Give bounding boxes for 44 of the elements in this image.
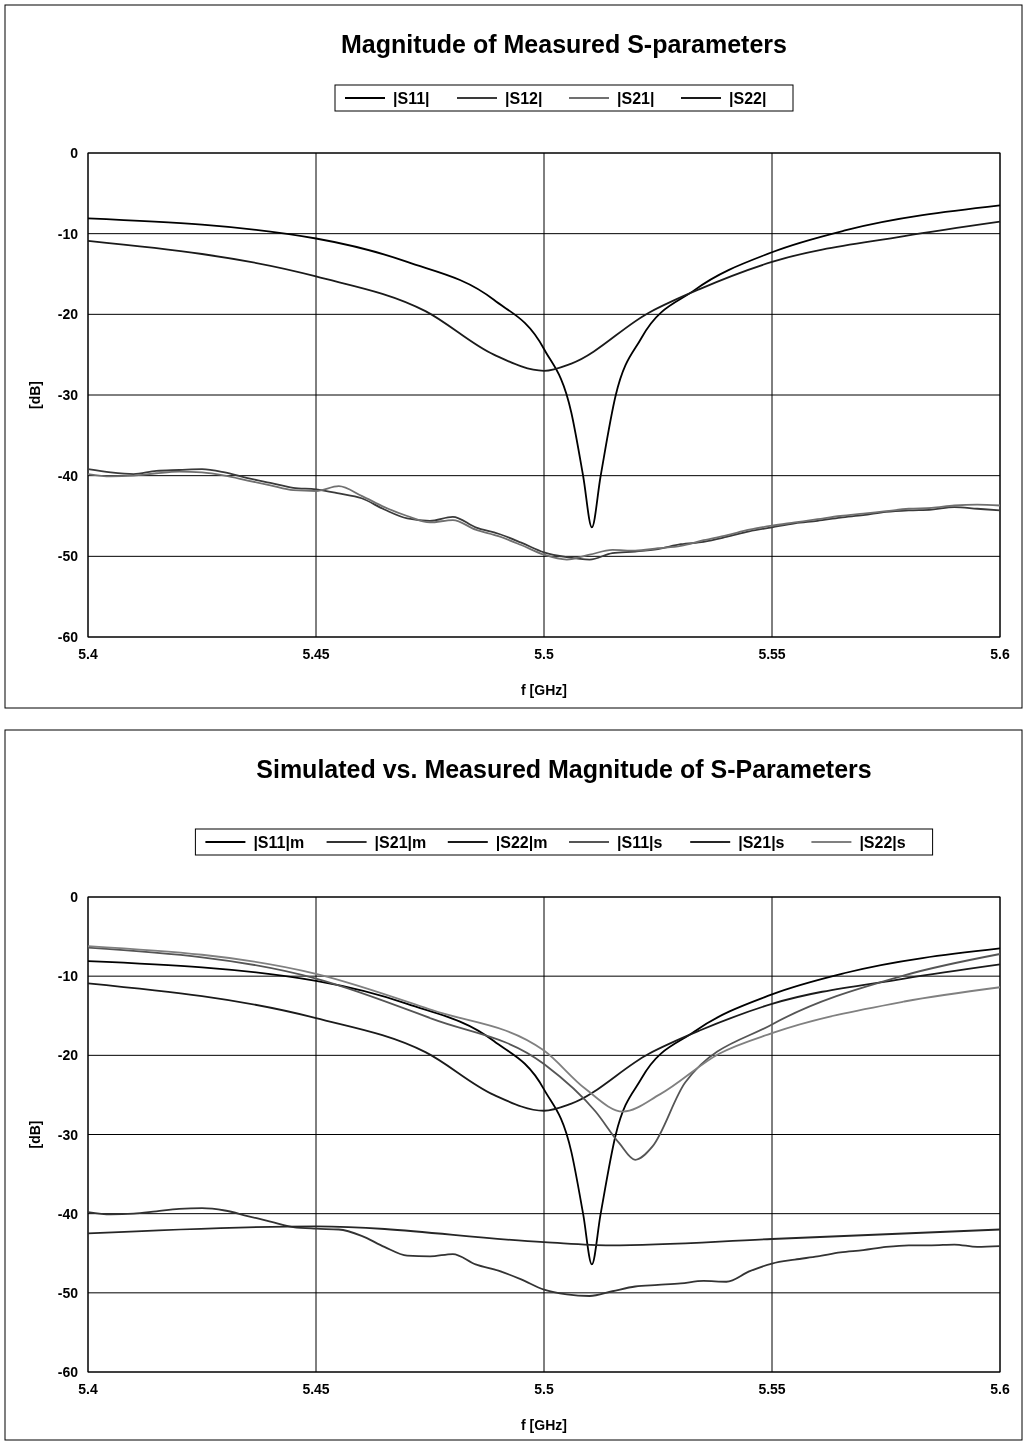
x-axis-title: f [GHz] [521,682,567,698]
y-tick-label: -50 [57,1284,79,1301]
legend-label: |S22|m [495,834,548,851]
line-series [87,946,1001,1161]
y-axis-title: [dB] [27,1120,43,1149]
y-tick-label: -40 [57,1205,79,1222]
y-tick-label: -20 [57,306,79,323]
x-axis-title: f [GHz] [521,1417,567,1433]
chart-title: Simulated vs. Measured Magnitude of S-Parameters [256,755,872,783]
legend-label: |S21| [617,90,655,107]
y-tick-label: -20 [57,1047,79,1064]
y-tick-label: -60 [57,1364,79,1380]
legend-label: |S11|m [253,834,305,851]
x-tick-label: 5.5 [534,1381,554,1397]
y-tick-label: 0 [70,889,79,905]
legend-label: |S22|s [859,834,906,851]
y-tick-label: -40 [57,467,79,484]
x-tick-label: 5.45 [302,1381,330,1397]
x-tick-label: 5.45 [302,646,330,662]
legend-label: |S21|m [374,834,427,851]
x-tick-label: 5.5 [534,646,554,662]
line-series [87,1207,1001,1297]
y-tick-label: -50 [57,548,79,565]
x-tick-label: 5.55 [758,646,786,662]
x-tick-label: 5.6 [990,1381,1010,1397]
y-tick-label: 0 [70,145,79,161]
legend-label: |S12| [505,90,543,107]
line-series [87,220,1001,372]
y-tick-label: -10 [57,968,79,985]
y-tick-label: -30 [57,1126,79,1143]
legend-label: |S11|s [617,834,663,851]
x-tick-label: 5.4 [78,646,98,662]
legend-label: |S22| [729,90,767,107]
y-axis-title: [dB] [27,381,43,409]
chart-title: Magnitude of Measured S-parameters [341,30,787,58]
line-series [87,1225,1001,1247]
x-tick-label: 5.55 [758,1381,786,1397]
x-tick-label: 5.4 [78,1381,98,1397]
x-tick-label: 5.6 [990,646,1010,662]
legend-label: |S21|s [738,834,785,851]
legend-label: |S11| [393,90,430,107]
y-tick-label: -10 [57,225,79,242]
y-tick-label: -60 [57,629,79,645]
y-tick-label: -30 [57,387,79,403]
